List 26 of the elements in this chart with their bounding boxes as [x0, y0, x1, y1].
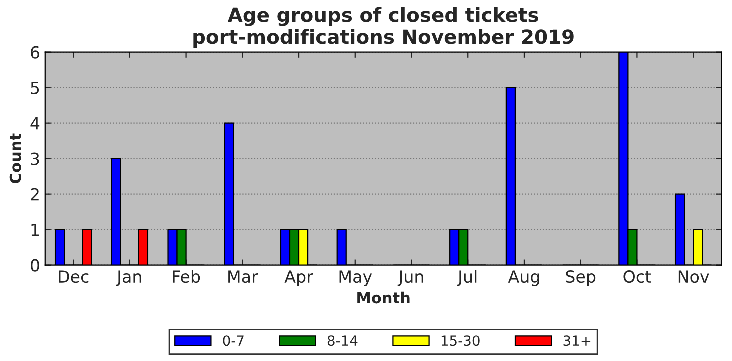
- x-tick-label: Feb: [173, 270, 200, 284]
- legend-label: 15-30: [442, 336, 480, 346]
- y-axis-title: Count: [10, 134, 22, 184]
- x-tick-label: Sep: [566, 270, 596, 286]
- y-tick-label: 6: [31, 46, 40, 59]
- x-tick-label: Jul: [457, 270, 477, 286]
- legend-label: 8-14: [328, 336, 358, 346]
- legend-label: 0-7: [223, 336, 244, 346]
- x-tick-label: Oct: [624, 270, 652, 284]
- x-tick-label: Dec: [59, 270, 89, 284]
- x-tick-label: Aug: [508, 270, 540, 286]
- chart-title: Age groups of closed tickets port-modifications November 2019: [194, 7, 574, 48]
- x-tick-label: May: [340, 270, 372, 286]
- y-tick-label: 1: [32, 224, 39, 236]
- y-tick-label: 4: [30, 118, 40, 130]
- y-tick-label: 3: [31, 152, 40, 166]
- x-tick-label: Jun: [398, 270, 424, 286]
- x-tick-label: Apr: [284, 270, 314, 286]
- x-axis-title: Month: [358, 292, 410, 304]
- x-tick-label: Mar: [228, 270, 258, 284]
- y-tick-label: 2: [31, 188, 39, 201]
- x-tick-label: Nov: [678, 270, 710, 284]
- y-tick-label: 0: [31, 259, 40, 272]
- x-tick-label: Jan: [116, 270, 142, 286]
- y-tick-label: 5: [31, 82, 40, 94]
- legend-label: 31+: [564, 336, 591, 346]
